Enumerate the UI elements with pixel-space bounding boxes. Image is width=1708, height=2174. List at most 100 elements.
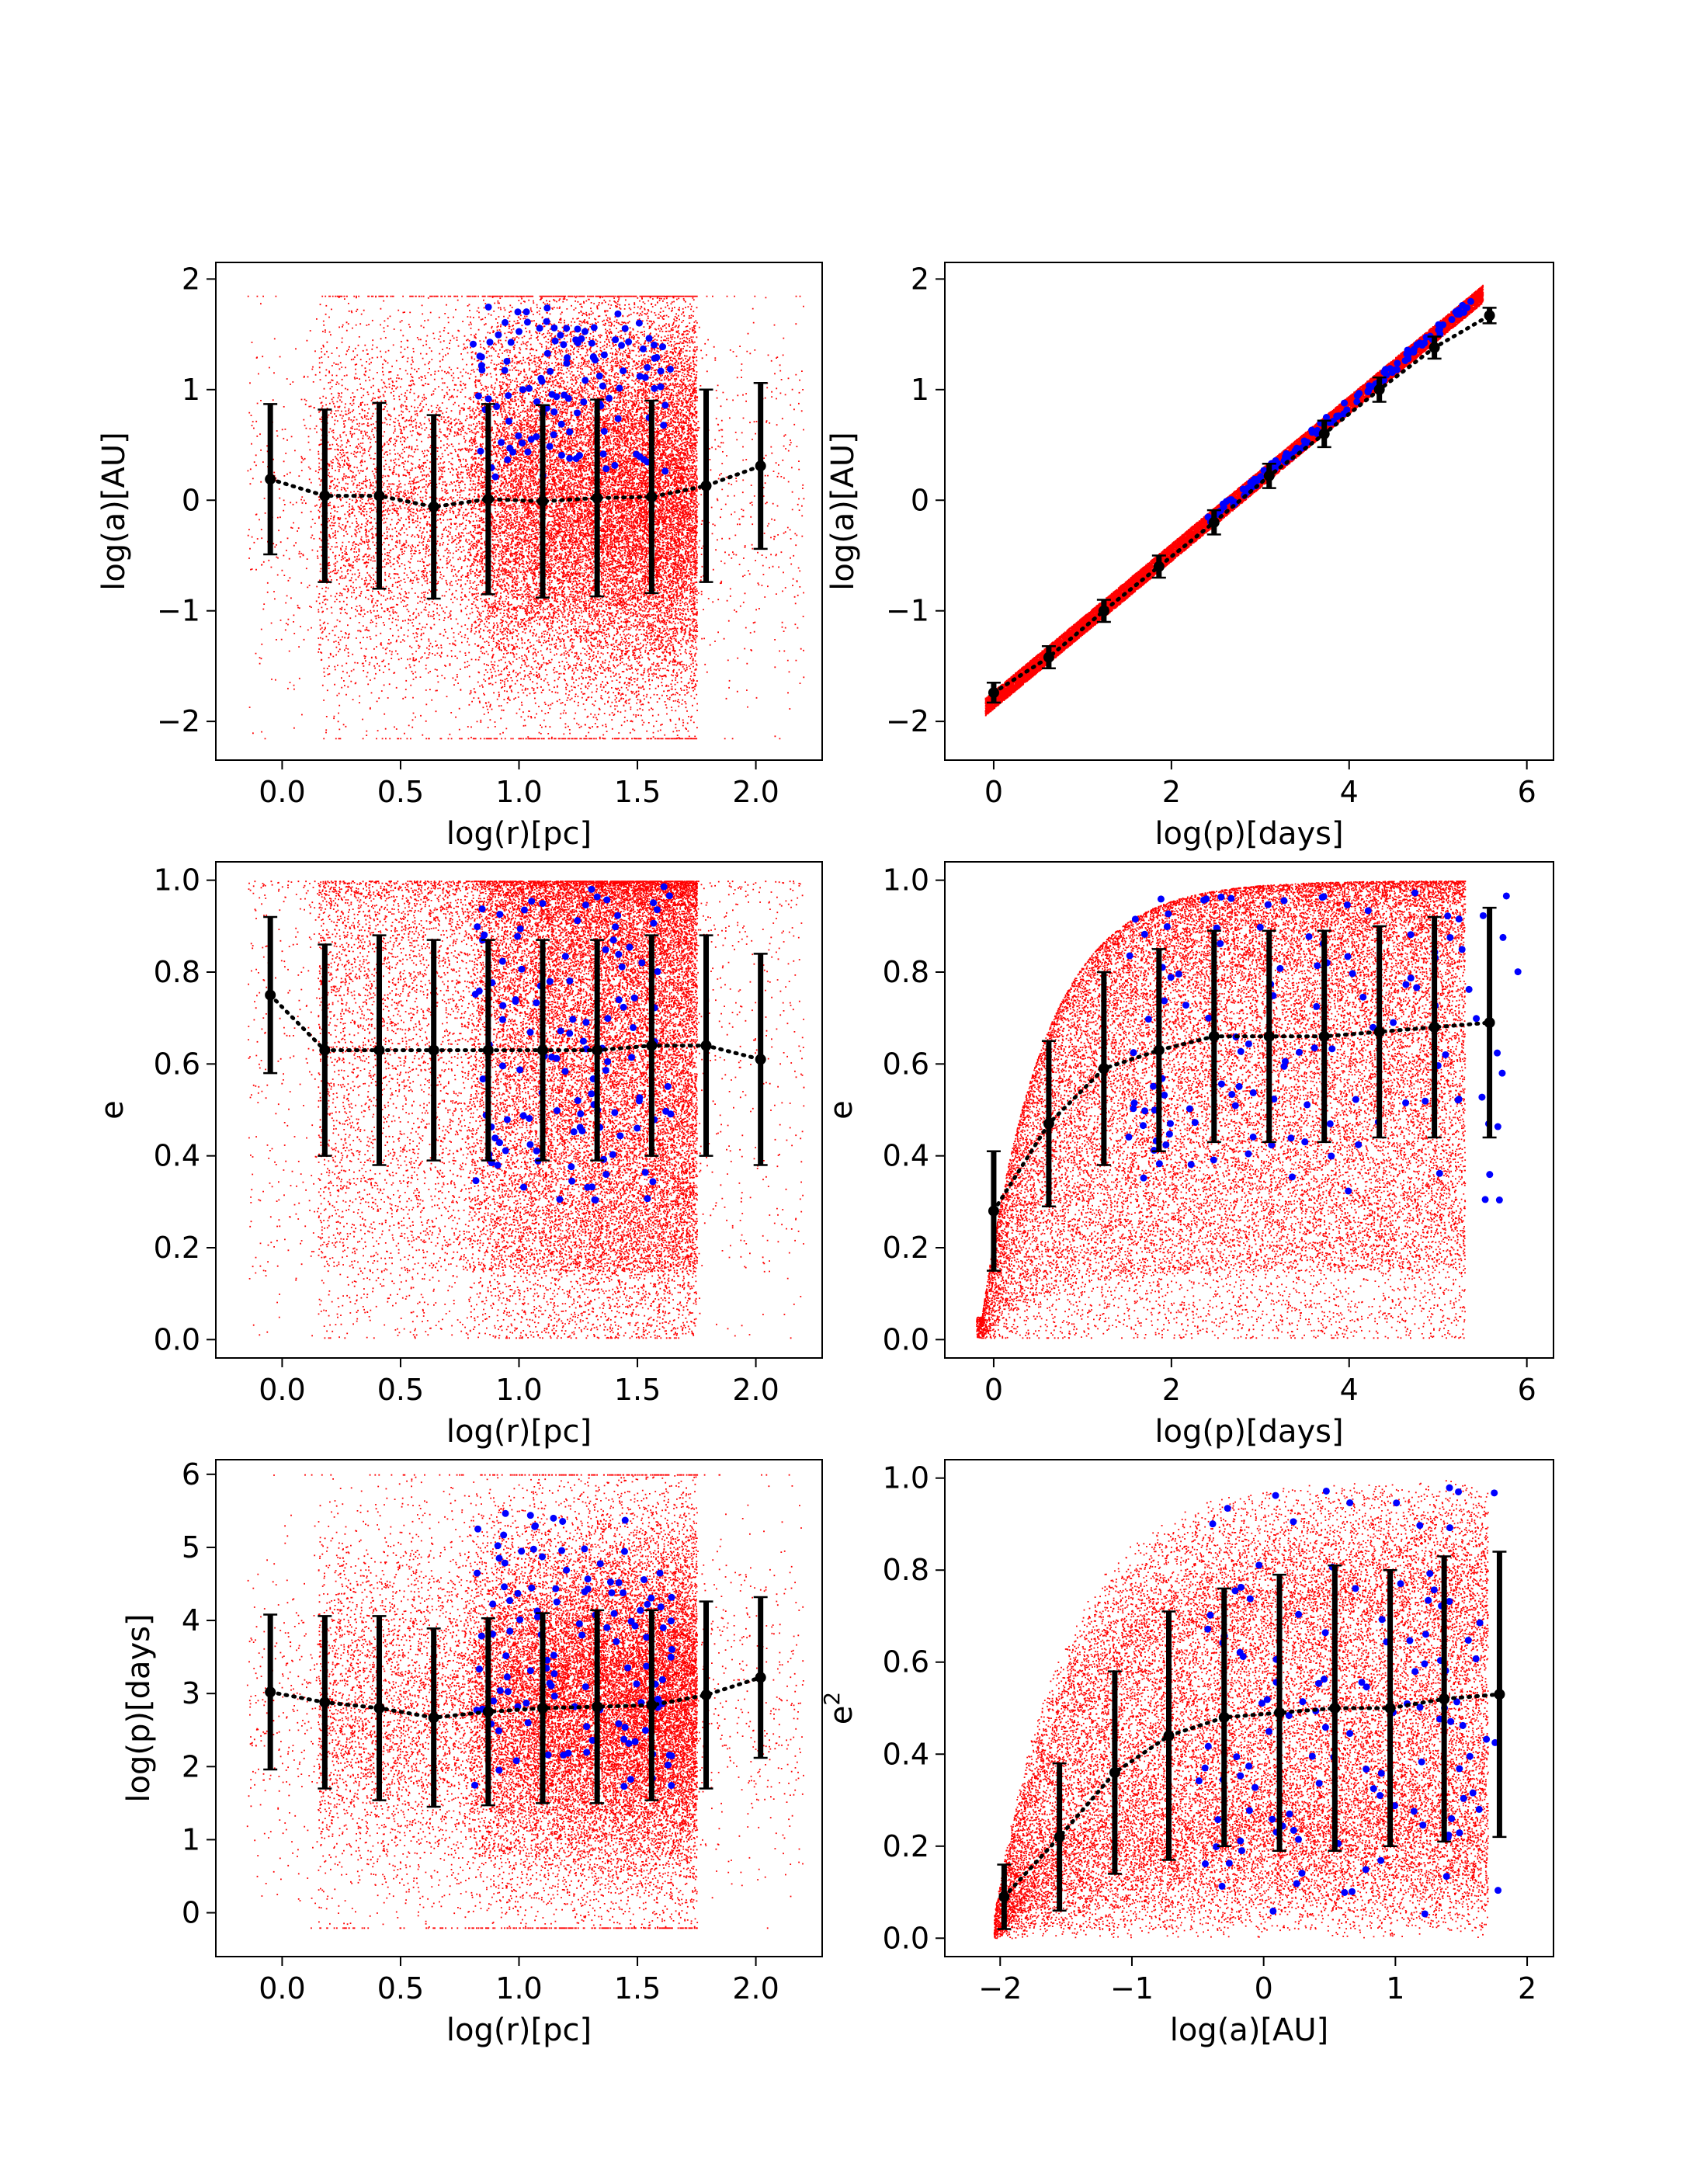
observed-point bbox=[1442, 1051, 1449, 1058]
observed-point bbox=[1411, 1668, 1419, 1676]
observed-point bbox=[631, 1738, 639, 1745]
observed-point bbox=[519, 439, 526, 447]
observed-point bbox=[582, 1019, 590, 1026]
observed-point bbox=[644, 1195, 651, 1203]
observed-point bbox=[581, 1588, 588, 1596]
observed-point bbox=[1165, 910, 1172, 918]
observed-point bbox=[1358, 1679, 1366, 1686]
simulated-point-cloud bbox=[976, 880, 1467, 1339]
observed-point bbox=[1353, 392, 1361, 400]
y-axis-label: log(p)[days] bbox=[121, 1613, 157, 1802]
binned-mean-point bbox=[537, 1044, 549, 1056]
x-tick-label: 1.5 bbox=[614, 775, 661, 809]
observed-point bbox=[496, 1686, 504, 1694]
observed-point bbox=[660, 422, 668, 429]
binned-mean-point bbox=[1429, 342, 1440, 353]
observed-point bbox=[1205, 1014, 1213, 1022]
observed-point bbox=[1352, 1096, 1359, 1103]
binned-means bbox=[986, 307, 1497, 704]
observed-point bbox=[1130, 1049, 1137, 1057]
observed-point bbox=[1456, 1765, 1463, 1773]
observed-point bbox=[614, 912, 622, 919]
observed-point bbox=[1201, 1764, 1209, 1772]
binned-mean-point bbox=[700, 480, 712, 491]
observed-point bbox=[1455, 915, 1463, 923]
observed-point bbox=[661, 467, 669, 475]
binned-mean-point bbox=[755, 1672, 766, 1683]
observed-point bbox=[1377, 1769, 1385, 1777]
observed-point bbox=[551, 337, 559, 345]
binned-mean-point bbox=[1274, 1707, 1286, 1718]
observed-point bbox=[1498, 1069, 1506, 1077]
x-tick-label: 1 bbox=[1386, 1971, 1404, 2006]
observed-point bbox=[1406, 1637, 1414, 1644]
observed-point bbox=[561, 953, 569, 960]
observed-point bbox=[536, 325, 543, 332]
observed-point bbox=[1322, 1487, 1330, 1495]
observed-point bbox=[498, 957, 506, 965]
observed-point bbox=[1452, 308, 1460, 316]
observed-point bbox=[625, 338, 633, 346]
observed-point bbox=[624, 1664, 632, 1672]
observed-point bbox=[474, 1525, 482, 1533]
observed-point bbox=[471, 1781, 479, 1789]
observed-point bbox=[620, 1589, 627, 1596]
observed-point bbox=[1394, 359, 1401, 367]
observed-point bbox=[533, 999, 540, 1007]
observed-point bbox=[650, 899, 658, 907]
observed-point bbox=[566, 428, 574, 436]
observed-point bbox=[1467, 297, 1474, 305]
observed-points bbox=[1125, 889, 1522, 1204]
observed-point bbox=[1209, 1520, 1217, 1528]
binned-mean-point bbox=[755, 1054, 766, 1065]
observed-point bbox=[1295, 1048, 1303, 1056]
observed-point bbox=[489, 1600, 497, 1608]
observed-point bbox=[644, 363, 651, 371]
y-tick-label: 1 bbox=[182, 373, 200, 407]
y-tick-label: 0 bbox=[182, 483, 200, 517]
binned-mean-point bbox=[646, 1040, 658, 1051]
observed-point bbox=[1217, 1080, 1225, 1088]
observed-point bbox=[1214, 1816, 1222, 1824]
observed-point bbox=[1494, 1887, 1502, 1894]
y-tick-label: 1.0 bbox=[883, 1461, 929, 1495]
observed-point bbox=[1210, 1156, 1217, 1164]
observed-point bbox=[636, 373, 644, 380]
observed-point bbox=[613, 1637, 620, 1645]
binned-mean-point bbox=[1318, 428, 1330, 439]
observed-point bbox=[1483, 1735, 1491, 1743]
binned-mean-point bbox=[265, 474, 276, 485]
observed-point bbox=[584, 1575, 592, 1583]
panel-a_vs_r: 0.0 0.5 1.0 1.5 2.0 −2 −1 0 1 2 log(r)[pc] log(a)[A… bbox=[96, 262, 823, 852]
observed-point bbox=[592, 1196, 599, 1204]
x-tick-label: −1 bbox=[1110, 1971, 1154, 2006]
observed-point bbox=[526, 1667, 534, 1675]
observed-point bbox=[1418, 1758, 1425, 1766]
observed-point bbox=[528, 1584, 536, 1592]
observed-point bbox=[533, 1613, 541, 1620]
observed-point bbox=[1298, 1870, 1306, 1877]
observed-point bbox=[579, 1037, 587, 1045]
x-axis-label: log(p)[days] bbox=[1154, 1414, 1343, 1450]
observed-point bbox=[550, 1651, 557, 1659]
observed-point bbox=[543, 304, 551, 312]
observed-point bbox=[526, 1512, 534, 1519]
observed-point bbox=[615, 950, 623, 958]
observed-point bbox=[633, 1680, 640, 1688]
observed-point bbox=[1227, 894, 1235, 902]
y-tick-label: 0.2 bbox=[883, 1231, 929, 1265]
observed-point bbox=[614, 415, 622, 422]
observed-point bbox=[1370, 1785, 1377, 1793]
observed-point bbox=[1368, 383, 1376, 391]
observed-point bbox=[588, 885, 595, 893]
observed-point bbox=[1344, 953, 1352, 960]
y-axis-label-exponent: 2 bbox=[819, 1692, 845, 1706]
x-tick-label: 6 bbox=[1518, 1373, 1536, 1407]
observed-point bbox=[581, 1683, 589, 1690]
observed-point bbox=[616, 1132, 624, 1140]
observed-point bbox=[1459, 1721, 1467, 1729]
observed-point bbox=[1299, 1698, 1307, 1706]
observed-point bbox=[503, 1116, 511, 1123]
observed-point bbox=[576, 1123, 584, 1131]
observed-point bbox=[496, 911, 504, 919]
